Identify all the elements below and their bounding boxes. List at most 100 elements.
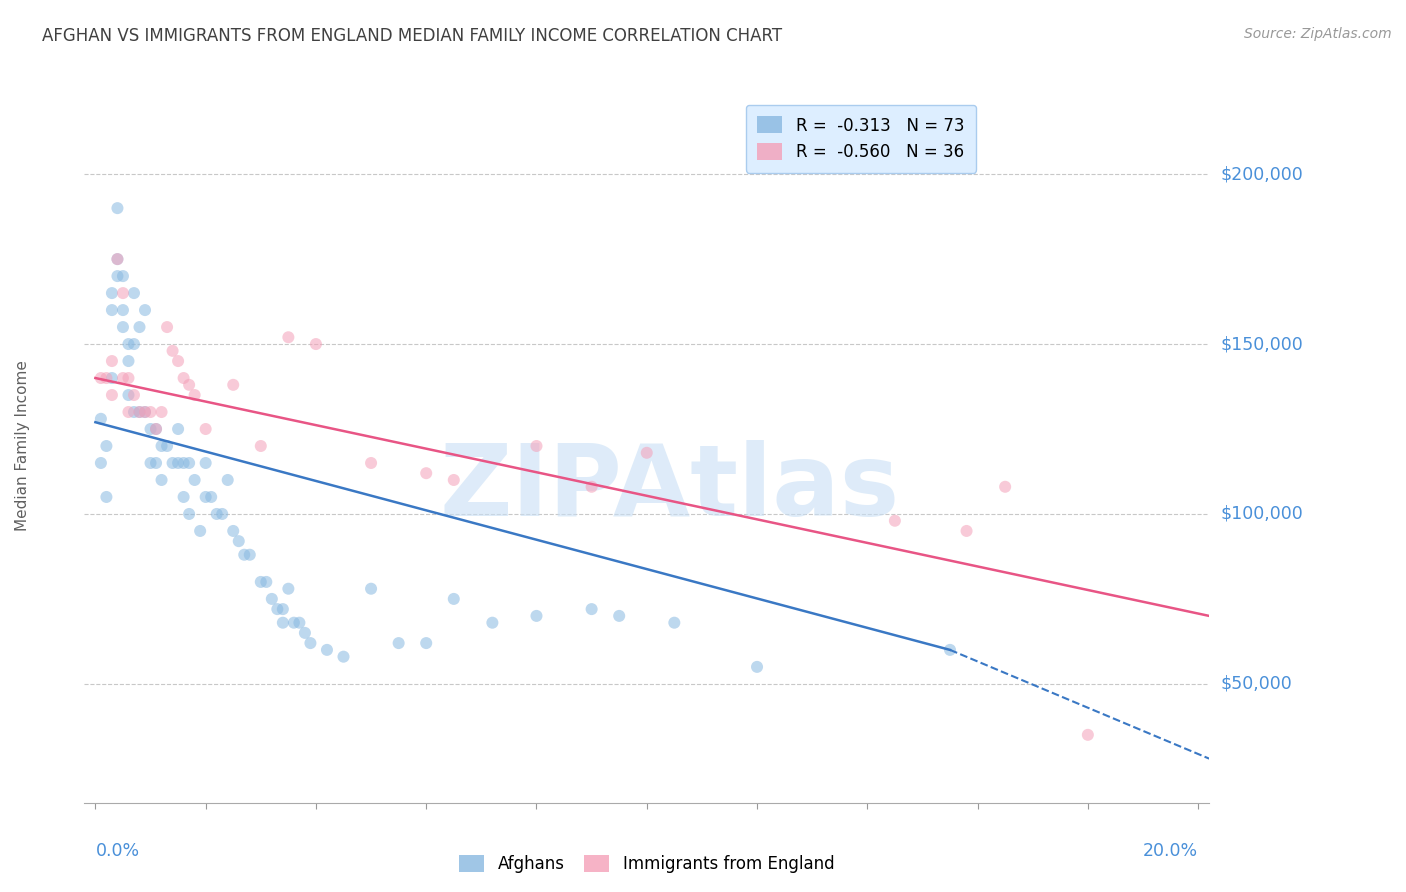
Point xyxy=(145,422,167,436)
Point xyxy=(101,286,124,301)
Point xyxy=(526,608,548,623)
Point xyxy=(122,286,145,301)
Point xyxy=(581,602,603,616)
Point xyxy=(101,354,124,368)
Point xyxy=(122,388,145,402)
Point xyxy=(271,615,294,630)
Point xyxy=(122,337,145,351)
Text: 20.0%: 20.0% xyxy=(1143,842,1198,860)
Point xyxy=(254,574,277,589)
Point xyxy=(156,320,179,334)
Point xyxy=(581,480,603,494)
Point xyxy=(745,660,768,674)
Point xyxy=(96,490,118,504)
Point xyxy=(134,405,156,419)
Point xyxy=(96,371,118,385)
Point xyxy=(122,405,145,419)
Point xyxy=(233,548,256,562)
Point xyxy=(117,354,139,368)
Point xyxy=(305,337,328,351)
Point xyxy=(360,456,382,470)
Text: ZIPAtlas: ZIPAtlas xyxy=(439,441,900,537)
Point xyxy=(194,456,217,470)
Point xyxy=(167,422,190,436)
Point xyxy=(1077,728,1099,742)
Point xyxy=(277,330,299,344)
Point xyxy=(128,405,150,419)
Point xyxy=(139,405,162,419)
Point xyxy=(664,615,686,630)
Point xyxy=(277,582,299,596)
Point xyxy=(111,269,134,284)
Point xyxy=(188,524,211,538)
Point xyxy=(117,388,139,402)
Point xyxy=(249,439,271,453)
Point xyxy=(90,371,112,385)
Point xyxy=(90,412,112,426)
Point xyxy=(443,591,465,606)
Point xyxy=(111,371,134,385)
Text: $50,000: $50,000 xyxy=(1220,675,1292,693)
Text: Source: ZipAtlas.com: Source: ZipAtlas.com xyxy=(1244,27,1392,41)
Point xyxy=(107,252,129,266)
Point xyxy=(883,514,905,528)
Point xyxy=(360,582,382,596)
Point xyxy=(167,354,190,368)
Point xyxy=(194,490,217,504)
Point xyxy=(481,615,503,630)
Point xyxy=(179,507,201,521)
Point xyxy=(162,456,184,470)
Point xyxy=(994,480,1017,494)
Point xyxy=(194,422,217,436)
Point xyxy=(294,626,316,640)
Point xyxy=(173,490,195,504)
Point xyxy=(183,473,205,487)
Point xyxy=(117,337,139,351)
Text: 0.0%: 0.0% xyxy=(96,842,139,860)
Point xyxy=(955,524,977,538)
Text: Median Family Income: Median Family Income xyxy=(15,360,30,532)
Point xyxy=(239,548,262,562)
Point xyxy=(249,574,271,589)
Point xyxy=(117,405,139,419)
Point xyxy=(156,439,179,453)
Point xyxy=(167,456,190,470)
Point xyxy=(101,303,124,318)
Legend: Afghans, Immigrants from England: Afghans, Immigrants from England xyxy=(453,848,841,880)
Point xyxy=(134,405,156,419)
Point xyxy=(107,269,129,284)
Text: $100,000: $100,000 xyxy=(1220,505,1303,523)
Point xyxy=(415,466,437,480)
Point xyxy=(200,490,222,504)
Point xyxy=(117,371,139,385)
Point xyxy=(332,649,354,664)
Point xyxy=(145,456,167,470)
Point xyxy=(150,405,173,419)
Point xyxy=(101,371,124,385)
Point xyxy=(217,473,239,487)
Point xyxy=(266,602,288,616)
Point xyxy=(107,201,129,215)
Point xyxy=(260,591,283,606)
Point xyxy=(222,377,245,392)
Text: $200,000: $200,000 xyxy=(1220,165,1303,183)
Point xyxy=(939,643,962,657)
Point xyxy=(283,615,305,630)
Point xyxy=(228,534,250,549)
Point xyxy=(90,456,112,470)
Point xyxy=(111,303,134,318)
Point xyxy=(415,636,437,650)
Point xyxy=(139,422,162,436)
Point xyxy=(316,643,339,657)
Point xyxy=(443,473,465,487)
Point xyxy=(150,473,173,487)
Point xyxy=(173,371,195,385)
Point xyxy=(271,602,294,616)
Point xyxy=(526,439,548,453)
Point xyxy=(128,405,150,419)
Point xyxy=(111,320,134,334)
Point xyxy=(183,388,205,402)
Point xyxy=(636,446,658,460)
Point xyxy=(111,286,134,301)
Point xyxy=(179,377,201,392)
